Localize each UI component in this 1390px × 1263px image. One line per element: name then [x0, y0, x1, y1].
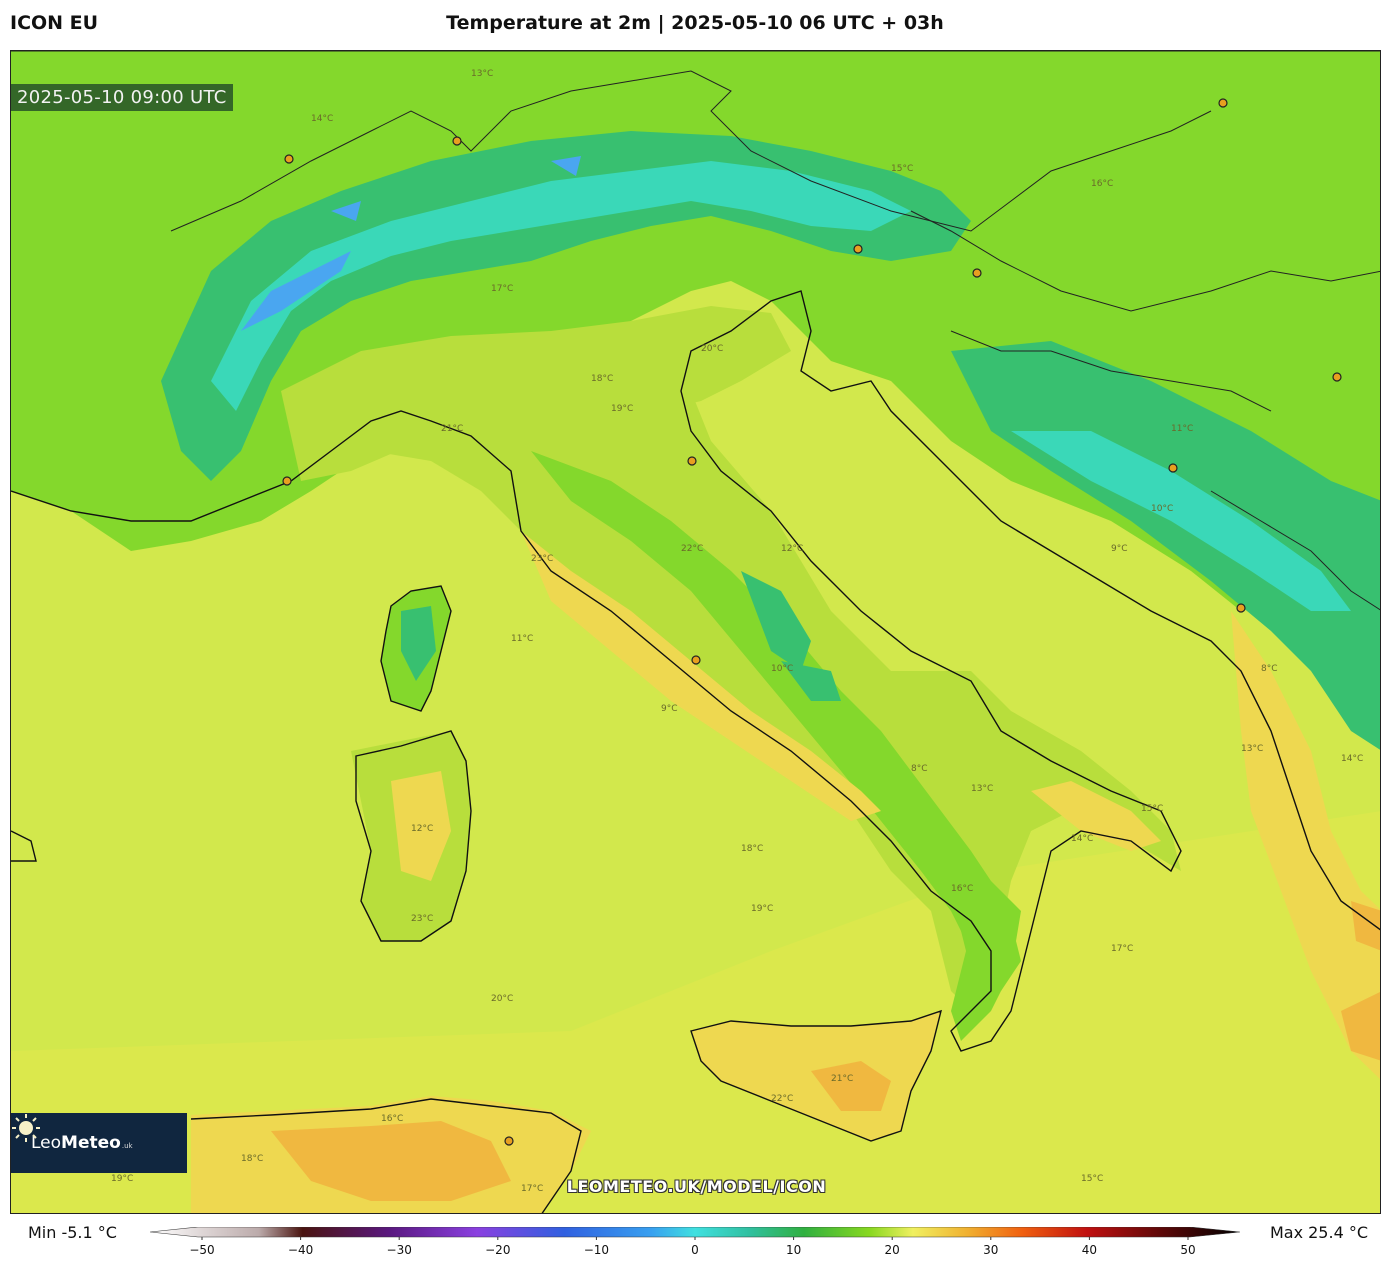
- contour-label: 14°C: [1071, 834, 1093, 844]
- corsica-mountains: [401, 606, 436, 681]
- city-marker: [1236, 603, 1246, 613]
- city-marker: [691, 655, 701, 665]
- tyrrhenian-coast: [521, 531, 881, 821]
- borders: [11, 51, 1380, 611]
- contour-label: 22°C: [681, 544, 703, 554]
- city-marker: [1218, 98, 1228, 108]
- contour-label: 13°C: [1241, 744, 1263, 754]
- calabria: [951, 881, 1021, 1041]
- city-marker: [504, 1136, 514, 1146]
- legend-tick-label: −50: [189, 1243, 214, 1257]
- legend-tick-label: −30: [387, 1243, 412, 1257]
- contour-label: 18°C: [741, 844, 763, 854]
- contour-label: 10°C: [771, 664, 793, 674]
- logo-text: LeoMeteo.uk: [31, 1133, 133, 1153]
- logo[interactable]: LeoMeteo.uk: [11, 1113, 187, 1173]
- snow-area: [241, 251, 351, 331]
- legend-tick-label: 30: [983, 1243, 998, 1257]
- contour-label: 18°C: [591, 374, 613, 384]
- map-canvas: 13°C 14°C 15°C 16°C 17°C 18°C 19°C 20°C 21°C 22°C…: [11, 51, 1380, 1213]
- greece-hot-2: [1341, 991, 1380, 1061]
- legend-tick-label: 20: [885, 1243, 900, 1257]
- contour-label: 13°C: [471, 69, 493, 79]
- legend-tick-label: 50: [1180, 1243, 1195, 1257]
- city-marker: [1168, 463, 1178, 473]
- contour-label: 13°C: [971, 784, 993, 794]
- contour-label: 19°C: [611, 404, 633, 414]
- apennines-peak: [741, 571, 811, 671]
- contour-label: 19°C: [751, 904, 773, 914]
- temperature-map[interactable]: 13°C 14°C 15°C 16°C 17°C 18°C 19°C 20°C 21°C 22°C…: [10, 50, 1381, 1214]
- legend-max: Max 25.4 °C: [1269, 1223, 1368, 1242]
- alps-mountains: [161, 131, 971, 481]
- legend-min: Min -5.1 °C: [28, 1223, 117, 1242]
- contour-label: 11°C: [511, 634, 533, 644]
- tunisia-hot: [271, 1121, 511, 1201]
- contour-label: 18°C: [241, 1154, 263, 1164]
- legend-tick-label: −10: [584, 1243, 609, 1257]
- contour-label: 11°C: [1171, 424, 1193, 434]
- legend-tick-label: −20: [485, 1243, 510, 1257]
- albania-coast: [1231, 611, 1380, 1080]
- contour-label: 15°C: [891, 164, 913, 174]
- contour-label: 10°C: [1151, 504, 1173, 514]
- contour-label: 15°C: [1141, 804, 1163, 814]
- contour-label: 16°C: [1091, 179, 1113, 189]
- city-markers: [282, 98, 1342, 1146]
- contour-label: 21°C: [441, 424, 463, 434]
- legend-tick-label: 40: [1082, 1243, 1097, 1257]
- contour-label: 17°C: [1111, 944, 1133, 954]
- balkan-high: [1011, 431, 1351, 611]
- sicily-hot: [811, 1061, 891, 1111]
- legend-tick-label: 0: [691, 1243, 699, 1257]
- contour-label: 12°C: [411, 824, 433, 834]
- header: ICON EU Temperature at 2m | 2025-05-10 0…: [0, 0, 1390, 50]
- contour-label: 17°C: [491, 284, 513, 294]
- snow-area-2: [331, 201, 361, 221]
- city-marker: [687, 456, 697, 466]
- model-name: ICON EU: [10, 12, 99, 34]
- puglia-warm: [1031, 781, 1161, 851]
- city-marker: [1332, 372, 1342, 382]
- contour-label: 12°C: [781, 544, 803, 554]
- contour-label: 21°C: [831, 1074, 853, 1084]
- contour-label: 16°C: [381, 1114, 403, 1124]
- contour-label: 20°C: [701, 344, 723, 354]
- chart-title: Temperature at 2m | 2025-05-10 06 UTC + …: [446, 12, 944, 34]
- color-legend: Min -5.1 °C: [0, 1215, 1390, 1263]
- contour-label: 8°C: [1261, 664, 1278, 674]
- contour-label: 20°C: [491, 994, 513, 1004]
- colorbar: −50 −40 −30 −20 −10 0 10 20 30 40 50: [150, 1227, 1240, 1257]
- valid-time: 2025-05-10 09:00 UTC: [11, 84, 233, 111]
- legend-tick-label: 10: [786, 1243, 801, 1257]
- contour-label: 23°C: [411, 914, 433, 924]
- city-marker: [853, 244, 863, 254]
- legend-tick-label: −40: [288, 1243, 313, 1257]
- contour-label: 9°C: [661, 704, 678, 714]
- contour-labels: 13°C 14°C 15°C 16°C 17°C 18°C 19°C 20°C 21°C 22°C…: [111, 69, 1363, 1194]
- city-marker: [282, 476, 292, 486]
- contour-label: 14°C: [1341, 754, 1363, 764]
- contour-label: 8°C: [911, 764, 928, 774]
- contour-label: 9°C: [1111, 544, 1128, 554]
- city-marker: [284, 154, 294, 164]
- contour-label: 17°C: [521, 1184, 543, 1194]
- coastlines: [11, 290, 1380, 1213]
- city-marker: [452, 136, 462, 146]
- contour-label: 22°C: [771, 1094, 793, 1104]
- city-marker: [972, 268, 982, 278]
- apennines-peak-2: [781, 661, 841, 701]
- contour-label: 23°C: [531, 554, 553, 564]
- contour-label: 16°C: [951, 884, 973, 894]
- contour-label: 15°C: [1081, 1174, 1103, 1184]
- high-alps: [211, 161, 911, 411]
- watermark: LEOMETEO.UK/MODEL/ICON: [566, 1177, 827, 1196]
- sardinia-warm: [391, 771, 451, 881]
- sun-icon: [12, 1114, 40, 1142]
- snow-area-3: [551, 156, 581, 176]
- contour-label: 14°C: [311, 114, 333, 124]
- contour-label: 19°C: [111, 1174, 133, 1184]
